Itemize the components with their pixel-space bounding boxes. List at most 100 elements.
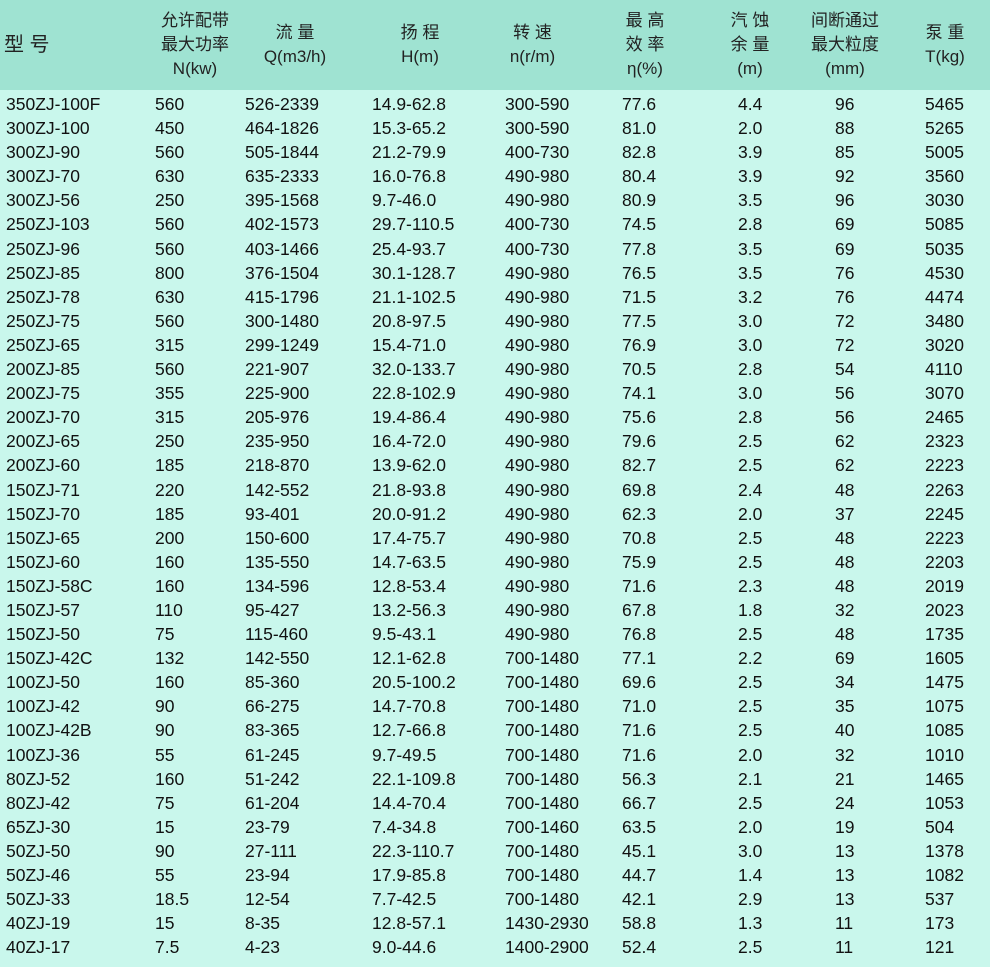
cell-efficiency: 62.3 <box>622 503 657 524</box>
cell-model: 350ZJ-100F <box>6 94 101 114</box>
cell-npsh: 3.5 <box>738 238 763 259</box>
cell-max-particle: 13 <box>835 840 855 861</box>
cell-flow: 221-907 <box>245 359 310 380</box>
cell-npsh: 2.4 <box>738 479 763 500</box>
cell-speed: 700-1480 <box>505 889 579 910</box>
cell-speed: 490-980 <box>505 359 570 380</box>
cell-max-power: 220 <box>155 479 185 500</box>
cell-efficiency: 74.5 <box>622 214 657 235</box>
cell-max-power: 560 <box>155 359 185 380</box>
cell-efficiency: 56.3 <box>622 768 657 789</box>
cell-weight: 1378 <box>925 840 964 861</box>
cell-flow: 300-1480 <box>245 310 319 331</box>
cell-speed: 490-980 <box>505 575 570 596</box>
cell-speed: 700-1480 <box>505 744 579 765</box>
cell-npsh: 2.0 <box>738 118 763 139</box>
cell-flow: 135-550 <box>245 551 310 572</box>
table-row: 300ZJ-90 560 505-1844 21.2-79.9 400-730 82.8 3… <box>0 140 990 164</box>
cell-model: 250ZJ-75 <box>6 310 80 331</box>
cell-speed: 490-980 <box>505 551 570 572</box>
cell-speed: 490-980 <box>505 599 570 620</box>
cell-model: 200ZJ-75 <box>6 383 80 404</box>
cell-npsh: 3.2 <box>738 286 763 307</box>
cell-max-particle: 56 <box>835 407 855 428</box>
cell-efficiency: 71.0 <box>622 696 657 717</box>
header-line: 余 量 <box>730 35 770 54</box>
cell-model: 150ZJ-58C <box>6 575 93 596</box>
cell-weight: 504 <box>925 816 955 837</box>
cell-speed: 700-1480 <box>505 792 579 813</box>
cell-model: 150ZJ-60 <box>6 551 80 572</box>
cell-flow: 12-54 <box>245 889 290 910</box>
cell-max-power: 630 <box>155 166 185 187</box>
cell-head: 14.7-70.8 <box>372 696 446 717</box>
table-row: 250ZJ-85 800 376-1504 30.1-128.7 490-980 76.5… <box>0 261 990 285</box>
cell-model: 300ZJ-70 <box>6 166 80 187</box>
cell-speed: 700-1480 <box>505 768 579 789</box>
cell-max-particle: 34 <box>835 672 855 693</box>
cell-efficiency: 77.1 <box>622 648 657 669</box>
cell-head: 12.1-62.8 <box>372 648 446 669</box>
cell-efficiency: 76.9 <box>622 334 657 355</box>
cell-flow: 402-1573 <box>245 214 319 235</box>
cell-head: 21.2-79.9 <box>372 142 446 163</box>
cell-npsh: 3.5 <box>738 262 763 283</box>
cell-max-power: 315 <box>155 334 185 355</box>
header-max-particle: 间断通过 最大粒度 (mm) <box>800 0 890 90</box>
header-line: 效 率 <box>625 35 665 54</box>
cell-max-particle: 11 <box>835 913 854 934</box>
cell-npsh: 2.8 <box>738 407 763 428</box>
table-row: 300ZJ-56 250 395-1568 9.7-46.0 490-980 80.9 3.… <box>0 188 990 212</box>
cell-speed: 400-730 <box>505 238 570 259</box>
cell-head: 29.7-110.5 <box>372 214 455 235</box>
cell-head: 17.9-85.8 <box>372 865 446 885</box>
cell-max-power: 160 <box>155 672 185 693</box>
table-row: 200ZJ-85 560 221-907 32.0-133.7 490-980 70.5 2… <box>0 357 990 381</box>
cell-model: 250ZJ-65 <box>6 334 80 355</box>
cell-flow: 4-23 <box>245 937 281 958</box>
cell-model: 150ZJ-42C <box>6 648 93 669</box>
cell-speed: 490-980 <box>505 407 570 428</box>
cell-weight: 2223 <box>925 527 964 548</box>
cell-flow: 235-950 <box>245 431 310 452</box>
cell-npsh: 2.2 <box>738 648 763 669</box>
cell-flow: 27-111 <box>245 840 297 861</box>
header-line: 流 量 <box>275 23 315 42</box>
cell-npsh: 4.4 <box>738 94 763 114</box>
cell-max-power: 90 <box>155 720 175 741</box>
cell-npsh: 2.5 <box>738 624 763 645</box>
cell-weight: 1085 <box>925 720 964 741</box>
cell-model: 300ZJ-56 <box>6 190 80 211</box>
cell-max-power: 250 <box>155 190 185 211</box>
cell-speed: 700-1480 <box>505 865 579 885</box>
cell-head: 12.8-53.4 <box>372 575 446 596</box>
cell-head: 9.7-49.5 <box>372 744 437 765</box>
cell-model: 50ZJ-50 <box>6 840 71 861</box>
cell-weight: 5035 <box>925 238 964 259</box>
table-row: 100ZJ-42B 90 83-365 12.7-66.8 700-1480 71.6 2.… <box>0 718 990 742</box>
cell-weight: 173 <box>925 913 955 934</box>
cell-npsh: 2.5 <box>738 696 763 717</box>
cell-speed: 490-980 <box>505 334 570 355</box>
cell-head: 7.7-42.5 <box>372 889 437 910</box>
cell-weight: 3030 <box>925 190 964 211</box>
cell-flow: 51-242 <box>245 768 300 789</box>
cell-efficiency: 80.4 <box>622 166 657 187</box>
cell-max-particle: 21 <box>835 768 855 789</box>
cell-speed: 400-730 <box>505 142 570 163</box>
cell-weight: 121 <box>925 937 955 958</box>
header-line: H(m) <box>401 47 439 66</box>
cell-model: 50ZJ-46 <box>6 865 71 885</box>
cell-model: 100ZJ-42 <box>6 696 80 717</box>
cell-model: 150ZJ-57 <box>6 599 80 620</box>
cell-efficiency: 45.1 <box>622 840 657 861</box>
cell-efficiency: 71.6 <box>622 744 657 765</box>
cell-max-particle: 24 <box>835 792 855 813</box>
cell-head: 13.9-62.0 <box>372 455 446 476</box>
table-row: 150ZJ-58C 160 134-596 12.8-53.4 490-980 71.6 2… <box>0 574 990 598</box>
cell-model: 150ZJ-65 <box>6 527 80 548</box>
cell-weight: 1475 <box>925 672 964 693</box>
cell-head: 25.4-93.7 <box>372 238 446 259</box>
cell-max-particle: 56 <box>835 383 855 404</box>
cell-flow: 150-600 <box>245 527 310 548</box>
